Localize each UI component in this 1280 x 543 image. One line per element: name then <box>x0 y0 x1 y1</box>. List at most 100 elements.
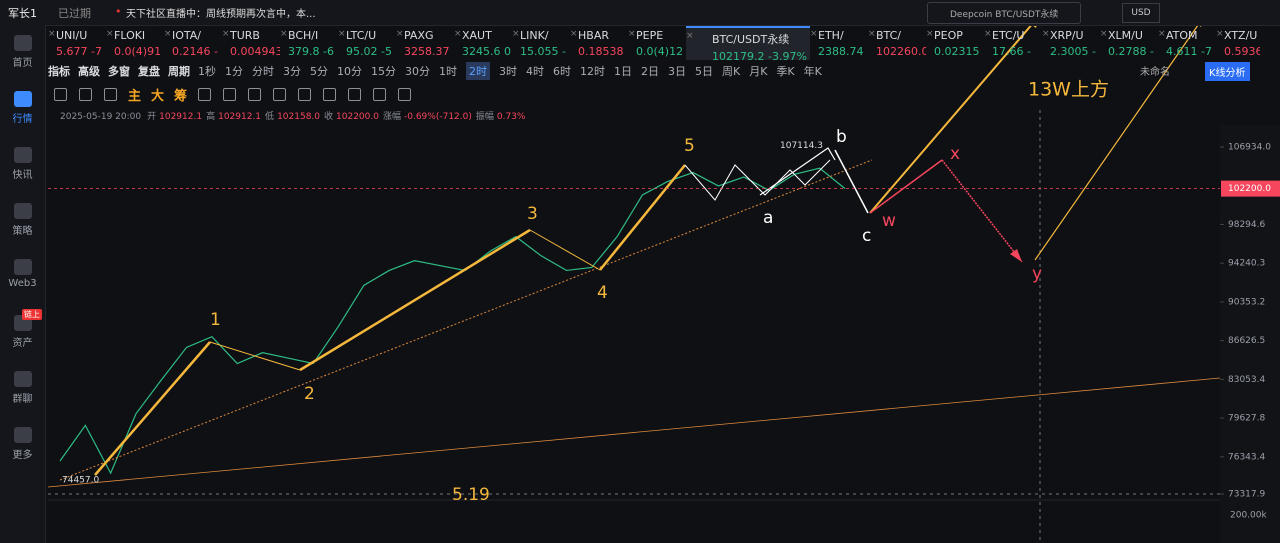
ticker[interactable]: × ETH/2388.74 <box>810 26 868 60</box>
ticker[interactable]: × PEPE 0.0(4)12 <box>628 26 686 60</box>
ticker[interactable]: × BTC/USDT永续 102179.2 -3.97% <box>686 26 810 60</box>
currency[interactable]: USD <box>1122 3 1160 23</box>
interval[interactable]: 4时 <box>526 65 544 78</box>
draw-tool[interactable] <box>104 87 117 101</box>
interval[interactable]: 5日 <box>695 65 713 78</box>
draw-tool[interactable] <box>348 87 362 101</box>
ticker[interactable]: × LTC/U 95.02 -5 <box>338 26 396 60</box>
ticker-change: - <box>1092 45 1096 58</box>
ticker[interactable]: × HBAR 0.18538 <box>570 26 628 60</box>
interval[interactable]: 季K <box>776 65 795 78</box>
draw-tool[interactable] <box>273 87 287 101</box>
y-tick-label: 90353.2 <box>1228 297 1265 307</box>
ticker[interactable]: × IOTA/0.2146 - <box>164 26 222 60</box>
draw-tool[interactable] <box>79 87 92 101</box>
interval[interactable]: 月K <box>749 65 768 78</box>
ticker[interactable]: × XLM/U 0.2788 - <box>1100 26 1158 60</box>
draw-tool[interactable] <box>198 87 212 101</box>
ticker-quote: 5.677 -7 <box>56 45 106 58</box>
search-text: Deepcoin BTC/USDT永续 <box>950 10 1059 20</box>
draw-char[interactable]: 主 <box>128 88 142 104</box>
interval[interactable]: 5分 <box>310 65 328 78</box>
draw-tool[interactable] <box>373 87 387 101</box>
interval[interactable]: 6时 <box>553 65 571 78</box>
notice[interactable]: 天下社区直播中：周线预期再次言中，本... <box>126 9 316 20</box>
tool-button[interactable]: 复盘 <box>138 65 160 78</box>
interval[interactable]: 年K <box>803 65 822 78</box>
ticker[interactable]: × FLOKI 0.0(4)91 <box>106 26 164 60</box>
tool-button[interactable]: 周期 <box>168 65 190 78</box>
draw-tool[interactable] <box>323 87 337 101</box>
ticker-quote: 379.8 -6 <box>288 45 338 58</box>
ticker[interactable]: × BCH/I 379.8 -6 <box>280 26 338 60</box>
toolbar: 指标 高级 多窗 复盘 周期 1秒 1分 分时 3分 5分 10分 15分 30分 1时 2时 3时 4时 6时 1… <box>48 61 1280 81</box>
ticker-change: - <box>1150 45 1154 58</box>
user-name[interactable]: 军长1 <box>8 7 37 20</box>
interval[interactable]: 1日 <box>614 65 632 78</box>
interval[interactable]: 1秒 <box>198 65 216 78</box>
ticker-name: XTZ/U <box>1224 29 1258 42</box>
interval[interactable]: 2日 <box>641 65 659 78</box>
sidebar-icon <box>13 91 32 107</box>
info-value: 102912.1 <box>159 112 203 122</box>
interval[interactable]: 2时 <box>466 62 490 80</box>
y-tick-label: 76343.4 <box>1228 452 1265 462</box>
ticker-change: -6 <box>323 45 334 58</box>
draw-tool[interactable] <box>248 87 262 101</box>
ticker[interactable]: × UNI/U 5.677 -7 <box>48 26 106 60</box>
tool-button[interactable]: 多窗 <box>108 65 130 78</box>
layout-name[interactable]: 未命名 <box>1140 67 1170 78</box>
draw-char[interactable]: 筹 <box>174 88 188 104</box>
sidebar-icon <box>13 35 32 51</box>
draw-tool[interactable] <box>298 87 312 101</box>
interval[interactable]: 3时 <box>499 65 517 78</box>
interval[interactable]: 3分 <box>283 65 301 78</box>
ticker[interactable]: × TURB 0.004943 <box>222 26 280 60</box>
sidebar-item[interactable]: 快讯 <box>0 147 45 181</box>
analysis-button[interactable]: K线分析 <box>1205 62 1250 81</box>
interval[interactable]: 12时 <box>580 65 605 78</box>
sidebar-item[interactable]: 行情 <box>0 91 45 125</box>
draw-char[interactable]: 大 <box>151 88 165 104</box>
sidebar-item[interactable]: 资产 链上 <box>0 309 45 349</box>
wave-label: w <box>882 211 896 231</box>
ticker[interactable]: × PAXG 3258.37 <box>396 26 454 60</box>
ticker[interactable]: × LINK/15.055 - <box>512 26 570 60</box>
ticker-change: - <box>214 45 218 58</box>
interval[interactable]: 15分 <box>371 65 396 78</box>
ticker[interactable]: ×XTZ/U 0.5936 - <box>1216 26 1260 60</box>
ticker[interactable]: × ATOM 4.611 -7 <box>1158 26 1216 60</box>
draw-tool[interactable] <box>398 87 412 101</box>
ticker-quote: 0.18538 <box>578 45 628 58</box>
tool-button[interactable]: 高级 <box>78 65 100 78</box>
interval[interactable]: 10分 <box>337 65 362 78</box>
draw-tool[interactable] <box>223 87 237 101</box>
ticker[interactable]: × XAUT 3245.6 0 <box>454 26 512 60</box>
sidebar-item[interactable]: 首页 <box>0 35 45 69</box>
interval[interactable]: 1分 <box>225 65 243 78</box>
ticker[interactable]: × ETC/U 17.66 - <box>984 26 1042 60</box>
sidebar-item[interactable]: Web3 <box>0 259 45 289</box>
ticker[interactable]: × BTC/102260.0 <box>868 26 926 60</box>
sidebar-item[interactable]: 更多 <box>0 427 45 461</box>
y-tick-label: 83053.4 <box>1228 375 1265 385</box>
target-arrow <box>869 14 1041 214</box>
interval[interactable]: 30分 <box>405 65 430 78</box>
wave-label: a <box>763 208 773 228</box>
sidebar-item[interactable]: 策略 <box>0 203 45 237</box>
draw-tool[interactable] <box>54 87 67 101</box>
interval[interactable]: 1时 <box>439 65 457 78</box>
ticker-quote: 0.0(4)12 <box>636 45 686 58</box>
ticker[interactable]: × PEOP 0.02315 <box>926 26 984 60</box>
sidebar-item[interactable]: 群聊 <box>0 371 45 405</box>
tool-button[interactable]: 指标 <box>48 65 70 78</box>
ticker-price: 0.0(4)91 <box>114 45 162 58</box>
wave-label: 4 <box>597 283 608 303</box>
ticker[interactable]: × XRP/U 2.3005 - <box>1042 26 1100 60</box>
interval[interactable]: 周K <box>722 65 741 78</box>
interval[interactable]: 3日 <box>668 65 686 78</box>
low-label: 74457.0 <box>62 475 99 485</box>
close-icon: × <box>984 29 992 39</box>
search-box[interactable]: Deepcoin BTC/USDT永续 <box>927 2 1081 24</box>
interval[interactable]: 分时 <box>252 65 274 78</box>
